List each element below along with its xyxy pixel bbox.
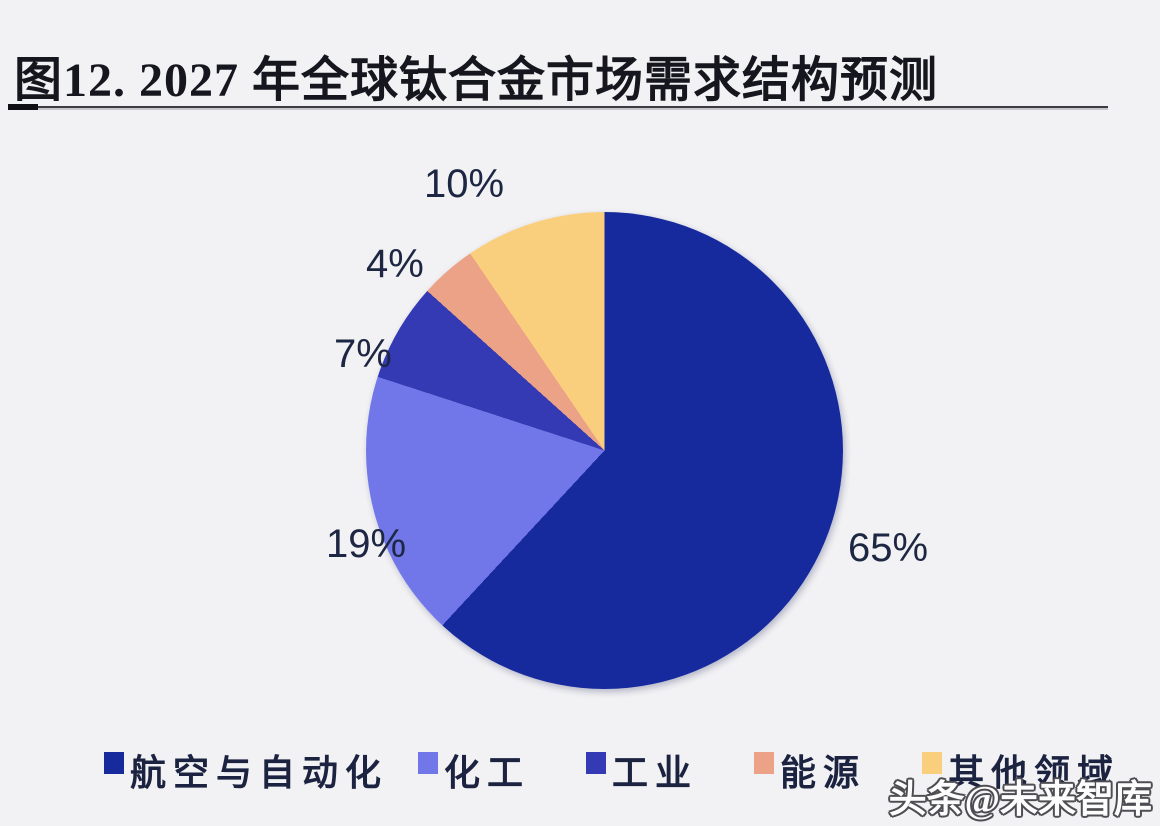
legend-swatch-industry [586,752,607,774]
legend-item-energy: 能源 [754,744,866,796]
title-underline-accent [8,104,38,110]
pie-slice-label-chemical: 19% [326,522,407,566]
legend-swatch-chemical [418,752,439,774]
legend-label-chemical: 化工 [444,753,531,793]
title-underline-line [8,106,1108,110]
watermark: 头条@未来智库 [888,779,1152,821]
legend-swatch-other [922,752,943,774]
figure-title: 图12. 2027 年全球钛合金市场需求结构预测 [14,54,939,107]
legend-swatch-aerospace [104,752,124,774]
legend-label-aerospace: 航空与自动化 [130,753,389,793]
title-underline [8,104,1108,112]
chart-legend: 航空与自动化 化工 工业 能源 其他领域 [104,744,1120,796]
pie-slice-label-other: 10% [424,162,505,206]
legend-item-industry: 工业 [586,744,698,796]
pie-slice-label-aerospace: 65% [848,526,929,570]
pie-slice-label-industry: 7% [334,332,392,376]
legend-item-aerospace: 航空与自动化 [104,744,388,796]
legend-label-other: 其他领域 [948,753,1121,793]
legend-label-energy: 能源 [780,753,867,793]
legend-item-chemical: 化工 [418,744,530,796]
legend-label-industry: 工业 [612,753,699,793]
legend-swatch-energy [754,752,775,774]
legend-item-other: 其他领域 [922,744,1120,796]
pie-slice-label-energy: 4% [366,242,424,286]
pie-chart [366,212,843,689]
